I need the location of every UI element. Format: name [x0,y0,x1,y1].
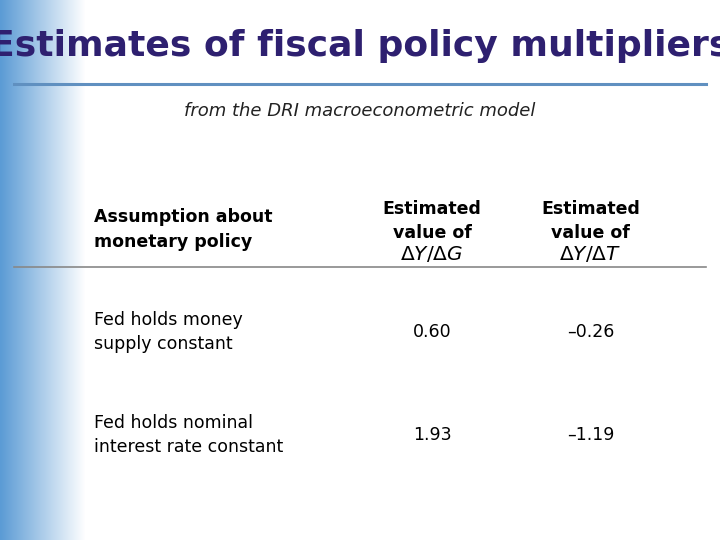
Text: Fed holds money
supply constant: Fed holds money supply constant [94,311,243,353]
Text: 0.60: 0.60 [413,323,451,341]
Text: Estimated
value of: Estimated value of [541,200,640,242]
Text: Assumption about
monetary policy: Assumption about monetary policy [94,208,272,251]
Text: $\Delta \mathit{Y}/\Delta \mathit{T}$: $\Delta \mathit{Y}/\Delta \mathit{T}$ [559,244,621,264]
Text: –1.19: –1.19 [567,426,614,444]
Text: Estimated
value of: Estimated value of [382,200,482,242]
Text: Fed holds nominal
interest rate constant: Fed holds nominal interest rate constant [94,414,283,456]
Text: Estimates of fiscal policy multipliers: Estimates of fiscal policy multipliers [0,29,720,63]
Text: –0.26: –0.26 [567,323,614,341]
Text: $\Delta \mathit{Y}/\Delta \mathit{G}$: $\Delta \mathit{Y}/\Delta \mathit{G}$ [400,244,464,264]
Text: 1.93: 1.93 [413,426,451,444]
Text: from the DRI macroeconometric model: from the DRI macroeconometric model [184,102,536,120]
